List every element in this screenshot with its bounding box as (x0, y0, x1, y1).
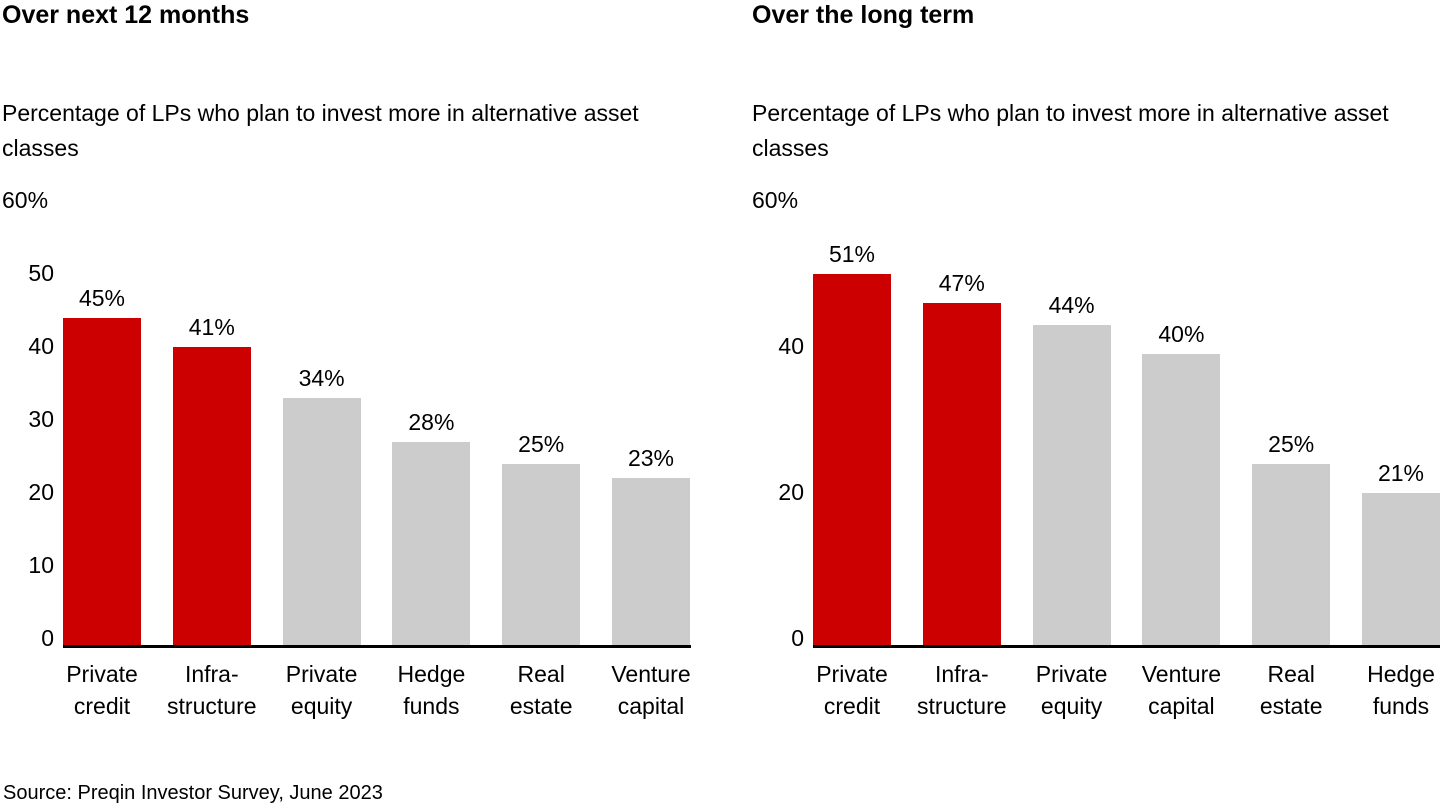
y-axis-tick-label: 0 (41, 625, 54, 651)
bar (922, 302, 1001, 646)
y-axis-tick-label: 20 (28, 479, 54, 505)
x-axis-category-label: Hedge funds (1367, 661, 1435, 719)
chart-title: Over the long term (752, 1, 975, 29)
bar-value-label: 44% (1048, 291, 1095, 318)
x-axis-category-label: Private equity (1035, 661, 1108, 719)
x-axis-line (813, 645, 1440, 648)
bar-value-label: 34% (298, 364, 345, 391)
y-axis-tick-label: 30 (28, 406, 54, 432)
x-axis-category-label: Private credit (816, 661, 888, 719)
x-axis-category-label: Venture capital (611, 661, 691, 719)
y-axis-tick-label: 10 (28, 552, 54, 578)
x-axis-category-label: Venture capital (1141, 661, 1222, 719)
bar (612, 478, 690, 646)
bar-value-label: 25% (1268, 430, 1315, 457)
y-axis-tick-label: 60% (752, 187, 799, 213)
x-axis-category-label: Real estate (509, 661, 573, 719)
y-axis-tick-label: 60% (2, 187, 49, 213)
x-axis-category-label: Real estate (1259, 661, 1323, 719)
bar (1252, 463, 1331, 646)
bar (813, 273, 891, 646)
bar (63, 317, 141, 646)
bar-value-label: 47% (938, 269, 985, 296)
chart-subtitle: Percentage of LPs who plan to invest mor… (752, 100, 1389, 161)
bar-value-label: 45% (78, 284, 126, 311)
bar (1362, 492, 1440, 646)
y-axis-tick-label: 40 (28, 333, 54, 359)
bar (1032, 324, 1111, 646)
bar-value-label: 41% (188, 313, 235, 340)
bar-value-label: 21% (1377, 459, 1425, 486)
x-axis-category-label: Hedge funds (397, 661, 466, 719)
bar-value-label: 28% (408, 408, 455, 435)
chart-title: Over next 12 months (2, 1, 250, 29)
y-axis-tick-label: 40 (778, 333, 804, 359)
x-axis-line (63, 645, 691, 648)
bar (172, 346, 251, 646)
source-note: Source: Preqin Investor Survey, June 202… (3, 782, 383, 804)
bar (392, 441, 471, 646)
x-axis-category-label: Infra-structure (917, 661, 1007, 719)
x-axis-category-label: Infra-structure (167, 661, 257, 719)
chart-long-term: Over the long term Percentage of LPs who… (750, 0, 1440, 760)
bar (1142, 354, 1221, 646)
bar-value-label: 51% (828, 240, 876, 267)
y-axis-tick-label: 0 (791, 625, 804, 651)
bar-value-label: 23% (627, 445, 675, 472)
x-axis-category-label: Private equity (285, 661, 358, 719)
x-axis-category-label: Private credit (66, 661, 138, 719)
chart-subtitle: Percentage of LPs who plan to invest mor… (2, 100, 639, 161)
y-axis-tick-label: 50 (28, 260, 54, 286)
chart-next-12-months: Over next 12 months Percentage of LPs wh… (0, 0, 720, 760)
bar (502, 463, 581, 646)
bar-value-label: 25% (518, 430, 565, 457)
bar (282, 397, 361, 646)
y-axis-tick-label: 20 (778, 479, 804, 505)
bar-value-label: 40% (1158, 321, 1205, 347)
